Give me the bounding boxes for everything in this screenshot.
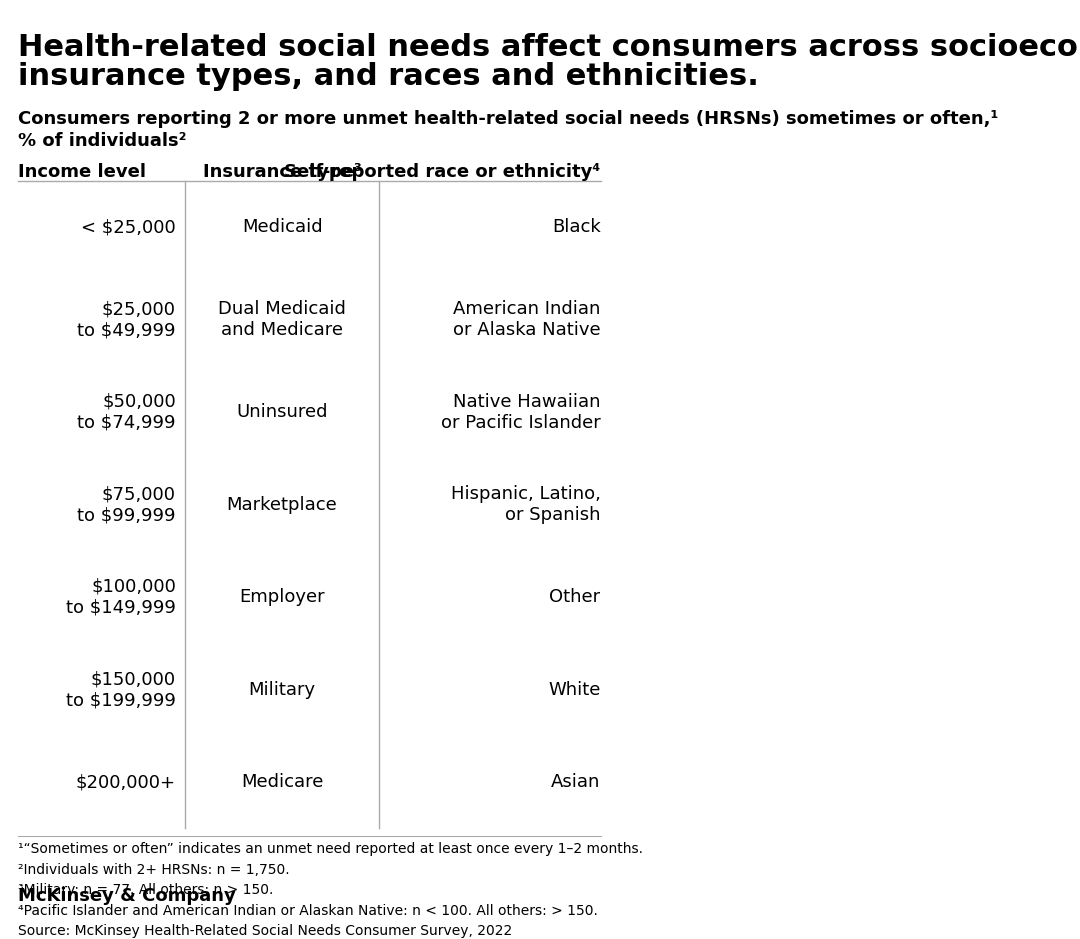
Text: Medicare: Medicare — [241, 773, 323, 791]
Text: $25,000
to $49,999: $25,000 to $49,999 — [78, 300, 176, 339]
Text: Self-reported race or ethnicity⁴: Self-reported race or ethnicity⁴ — [284, 162, 600, 180]
Text: Insurance type³: Insurance type³ — [203, 162, 362, 180]
Text: Source: McKinsey Health-Related Social Needs Consumer Survey, 2022: Source: McKinsey Health-Related Social N… — [18, 924, 512, 938]
Text: ²Individuals with 2+ HRSNs: n = 1,750.: ²Individuals with 2+ HRSNs: n = 1,750. — [18, 863, 289, 877]
Text: ⁴Pacific Islander and American Indian or Alaskan Native: n < 100. All others: > : ⁴Pacific Islander and American Indian or… — [18, 903, 598, 917]
Text: ³Military: n = 77. All others: n > 150.: ³Military: n = 77. All others: n > 150. — [18, 883, 273, 897]
Text: Consumers reporting 2 or more unmet health-related social needs (HRSNs) sometime: Consumers reporting 2 or more unmet heal… — [18, 110, 999, 128]
Text: Medicaid: Medicaid — [242, 218, 323, 237]
Text: McKinsey & Company: McKinsey & Company — [18, 887, 235, 905]
Text: Military: Military — [248, 681, 315, 699]
Text: insurance types, and races and ethnicities.: insurance types, and races and ethniciti… — [18, 62, 759, 91]
Text: Income level: Income level — [18, 162, 146, 180]
Text: Uninsured: Uninsured — [237, 403, 328, 422]
Text: $100,000
to $149,999: $100,000 to $149,999 — [66, 577, 176, 617]
Text: White: White — [549, 681, 600, 699]
Text: $200,000+: $200,000+ — [76, 773, 176, 791]
Text: American Indian
or Alaska Native: American Indian or Alaska Native — [453, 300, 600, 339]
Text: Native Hawaiian
or Pacific Islander: Native Hawaiian or Pacific Islander — [441, 393, 600, 432]
Text: Black: Black — [552, 218, 600, 237]
Text: % of individuals²: % of individuals² — [18, 131, 187, 150]
Text: Employer: Employer — [240, 588, 325, 607]
Text: < $25,000: < $25,000 — [81, 218, 176, 237]
Text: Health-related social needs affect consumers across socioeconomic levels,: Health-related social needs affect consu… — [18, 33, 1080, 61]
Text: Marketplace: Marketplace — [227, 496, 337, 514]
Text: Hispanic, Latino,
or Spanish: Hispanic, Latino, or Spanish — [450, 485, 600, 524]
Text: ¹“Sometimes or often” indicates an unmet need reported at least once every 1–2 m: ¹“Sometimes or often” indicates an unmet… — [18, 842, 644, 856]
Text: Other: Other — [550, 588, 600, 607]
Text: Dual Medicaid
and Medicare: Dual Medicaid and Medicare — [218, 300, 346, 339]
Text: $150,000
to $199,999: $150,000 to $199,999 — [66, 670, 176, 709]
Text: Asian: Asian — [551, 773, 600, 791]
Text: $75,000
to $99,999: $75,000 to $99,999 — [78, 485, 176, 524]
Text: $50,000
to $74,999: $50,000 to $74,999 — [78, 393, 176, 432]
